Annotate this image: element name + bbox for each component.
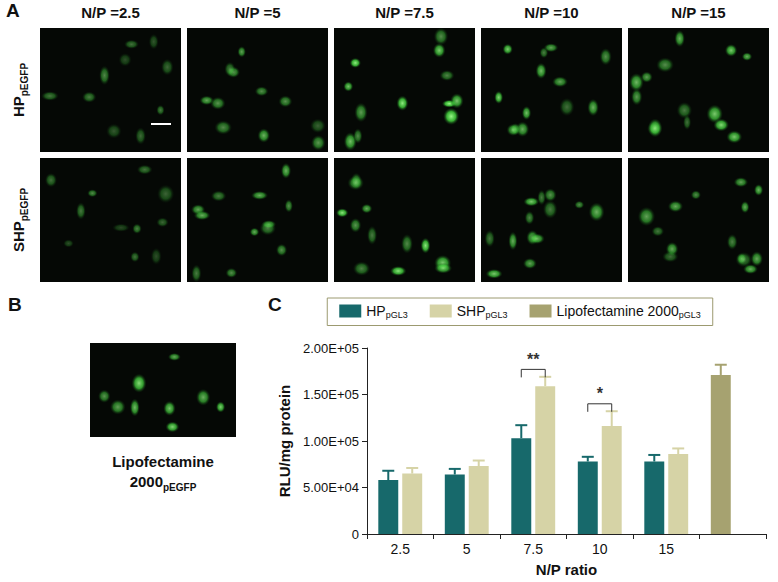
svg-text:5: 5 [463, 541, 471, 557]
html-text:SHP: SHP [10, 221, 27, 253]
html-text:N/P =7.5: N/P =7.5 [375, 4, 434, 21]
svg-text:Lipofectamine 2000: Lipofectamine 2000 [557, 303, 679, 319]
html-text:N/P =2.5: N/P =2.5 [81, 4, 140, 21]
svg-text:SHP: SHP [457, 303, 486, 319]
svg-text:7.5: 7.5 [524, 541, 544, 557]
html-text:C: C [268, 294, 282, 315]
html-text:B: B [8, 294, 22, 315]
svg-text:pGL3: pGL3 [679, 310, 701, 320]
svg-text:0: 0 [352, 527, 359, 542]
svg-text:HP: HP [366, 303, 385, 319]
svg-text:10: 10 [592, 541, 608, 557]
html-text:pEGFP: pEGFP [19, 187, 30, 222]
html-text:2000pEGFP: 2000pEGFP [129, 473, 197, 493]
html-text:pEGFP: pEGFP [19, 62, 30, 97]
html-text:N/P =10: N/P =10 [524, 4, 579, 21]
html-text:Lipofectamine: Lipofectamine [112, 453, 214, 470]
svg-text:15: 15 [658, 541, 674, 557]
svg-text:**: ** [527, 351, 540, 368]
svg-text:pGL3: pGL3 [386, 310, 408, 320]
svg-text:5.00E+04: 5.00E+04 [303, 480, 359, 495]
html-text:HP: HP [10, 96, 27, 118]
svg-text:RLU/mg protein: RLU/mg protein [276, 385, 293, 498]
svg-text:1.00E+05: 1.00E+05 [303, 434, 359, 449]
svg-text:*: * [597, 385, 604, 402]
svg-text:N/P ratio: N/P ratio [536, 561, 597, 578]
svg-text:1.50E+05: 1.50E+05 [303, 387, 359, 402]
svg-text:2.00E+05: 2.00E+05 [303, 341, 359, 356]
html-text:N/P =15: N/P =15 [671, 4, 726, 21]
svg-text:2.5: 2.5 [391, 541, 411, 557]
svg-text:pGL3: pGL3 [486, 310, 508, 320]
html-text:N/P =5: N/P =5 [234, 4, 281, 21]
html-text:A: A [6, 0, 20, 21]
